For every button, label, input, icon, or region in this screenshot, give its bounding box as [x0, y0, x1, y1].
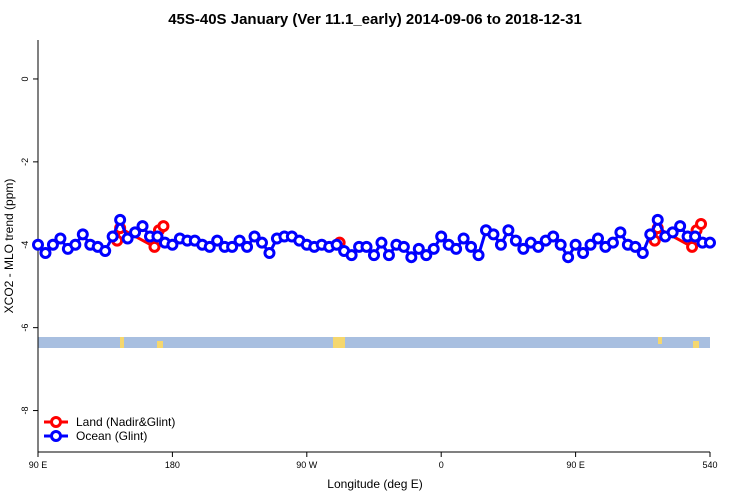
data-point — [256, 236, 268, 249]
data-point — [509, 234, 522, 247]
data-point — [584, 238, 597, 251]
x-tick-label: 90 E — [566, 460, 585, 470]
data-point — [263, 247, 276, 260]
data-point — [241, 240, 254, 253]
data-point — [686, 240, 699, 253]
data-point — [106, 230, 119, 243]
legend-swatch — [50, 430, 62, 442]
data-point — [114, 213, 127, 226]
data-point — [420, 249, 433, 262]
data-point — [99, 244, 112, 257]
data-point — [330, 238, 343, 251]
data-point — [472, 249, 485, 262]
data-point — [248, 230, 261, 243]
data-point — [651, 213, 664, 226]
data-point — [412, 242, 425, 255]
data-point — [129, 226, 142, 239]
data-point — [689, 230, 702, 243]
data-point — [487, 228, 500, 241]
data-point — [636, 247, 649, 260]
data-point — [136, 220, 149, 233]
x-tick-label: 180 — [165, 460, 180, 470]
legend-label: Ocean (Glint) — [76, 429, 147, 443]
legend-label: Land (Nadir&Glint) — [76, 415, 175, 429]
data-point — [360, 240, 373, 253]
data-point — [157, 220, 170, 233]
data-point — [606, 236, 619, 249]
data-point — [457, 232, 470, 245]
data-point — [494, 238, 507, 251]
data-point — [382, 249, 395, 262]
y-tick-label: -6 — [20, 324, 30, 332]
y-axis-label: XCO2 - MLO trend (ppm) — [2, 179, 16, 314]
data-point — [368, 249, 380, 262]
data-point — [614, 226, 627, 239]
x-tick-label: 540 — [702, 460, 717, 470]
data-point — [69, 238, 82, 251]
x-axis-label: Longitude (deg E) — [327, 477, 422, 491]
data-point — [502, 224, 515, 237]
x-tick-label: 90 W — [296, 460, 318, 470]
data-point — [166, 238, 179, 251]
y-tick-label: -8 — [20, 407, 30, 415]
data-point — [427, 242, 440, 255]
data-point — [121, 232, 134, 245]
data-point — [695, 218, 708, 231]
y-tick-label: -4 — [20, 241, 30, 249]
data-point — [532, 240, 545, 253]
y-tick-label: 0 — [20, 76, 30, 81]
data-point — [644, 228, 657, 241]
data-point — [203, 240, 216, 253]
data-point — [569, 238, 582, 251]
data-point — [397, 240, 410, 253]
data-point — [674, 220, 687, 233]
data-point — [562, 251, 575, 264]
data-point — [211, 234, 224, 247]
x-tick-label: 90 E — [29, 460, 48, 470]
data-point — [704, 236, 716, 249]
chart-title: 45S-40S January (Ver 11.1_early) 2014-09… — [168, 11, 582, 28]
data-point — [435, 230, 448, 243]
data-point — [226, 240, 239, 253]
data-point — [345, 249, 358, 262]
data-point — [32, 238, 44, 251]
data-point — [46, 238, 59, 251]
data-point — [547, 230, 560, 243]
data-point — [517, 242, 530, 255]
data-point — [450, 242, 463, 255]
legend-swatch — [50, 416, 62, 428]
data-point — [465, 240, 478, 253]
data-point — [233, 234, 246, 247]
x-tick-label: 0 — [439, 460, 444, 470]
data-point — [375, 236, 388, 249]
data-point — [151, 230, 164, 243]
data-point — [76, 228, 89, 241]
data-point — [54, 232, 67, 245]
data-point — [592, 232, 604, 245]
data-point — [39, 247, 52, 260]
y-tick-label: -2 — [20, 158, 30, 166]
data-point — [629, 240, 642, 253]
data-point — [577, 247, 590, 260]
data-point — [554, 238, 567, 251]
data-point — [405, 251, 418, 264]
surface-strip — [38, 337, 710, 348]
data-point — [148, 240, 161, 253]
data-point — [666, 226, 679, 239]
